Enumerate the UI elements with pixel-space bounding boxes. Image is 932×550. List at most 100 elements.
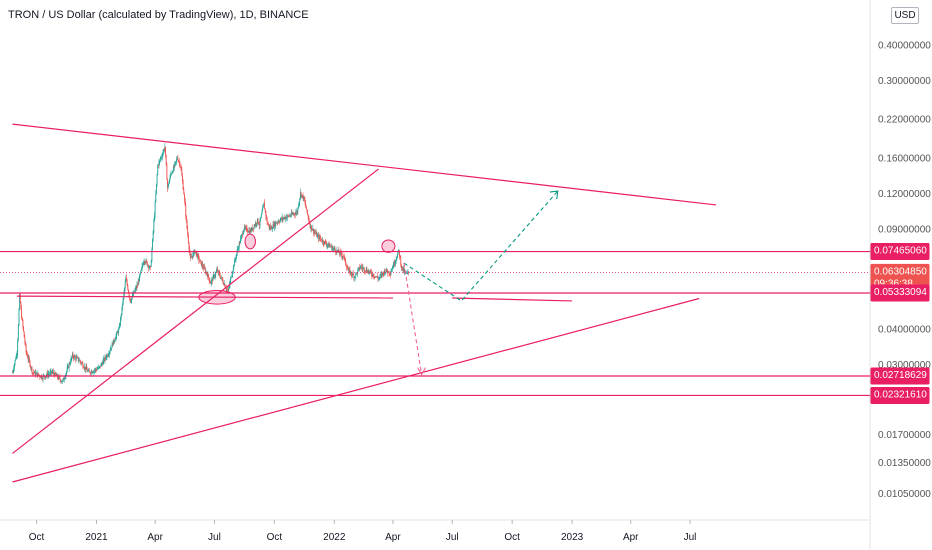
candle-body xyxy=(301,194,303,196)
price-axis-tick-label: 0.09000000 xyxy=(878,225,931,236)
candle-body xyxy=(91,371,93,373)
candle-body xyxy=(275,222,277,224)
candle-body xyxy=(115,335,117,340)
candle-body xyxy=(239,242,241,244)
trend-line[interactable] xyxy=(17,295,393,299)
candle-body xyxy=(303,196,305,199)
candle-body xyxy=(248,230,250,233)
candle-body xyxy=(114,339,116,341)
candle-body xyxy=(217,269,219,273)
time-axis-tick-label: Jul xyxy=(446,532,459,543)
candle-body xyxy=(250,230,252,232)
candle-body xyxy=(300,192,302,197)
currency-button[interactable]: USD xyxy=(891,7,919,24)
candle-body xyxy=(176,158,178,161)
candle-body xyxy=(166,165,168,180)
candle-body xyxy=(404,271,406,273)
candle-body xyxy=(258,224,260,226)
candle-body xyxy=(176,158,178,160)
highlight-ellipse[interactable] xyxy=(381,239,396,253)
candle-body xyxy=(62,380,64,382)
time-axis-tick-label: 2021 xyxy=(85,532,108,543)
candle-body xyxy=(270,226,271,230)
candle-body xyxy=(292,213,294,215)
candle-body xyxy=(290,215,292,217)
trend-line[interactable] xyxy=(12,168,379,454)
candle-body xyxy=(388,271,390,274)
candle-body xyxy=(374,276,376,278)
candle-body xyxy=(384,270,386,273)
candle-body xyxy=(247,231,249,233)
candle-body xyxy=(49,373,51,375)
candle-body xyxy=(299,192,301,199)
candle-body xyxy=(53,371,54,374)
candle-body xyxy=(97,368,99,370)
candle-body xyxy=(330,246,332,248)
candle-body xyxy=(84,366,86,369)
candle-body xyxy=(190,256,192,258)
candle-body xyxy=(14,360,16,365)
candle-body xyxy=(88,370,90,372)
candle-body xyxy=(272,224,274,229)
candle-body xyxy=(44,376,46,378)
candle-body xyxy=(367,271,368,273)
candle-body xyxy=(142,263,144,265)
projection-up-path[interactable] xyxy=(403,190,559,302)
candle-body xyxy=(297,207,299,213)
candle-body xyxy=(265,211,267,217)
candle-body xyxy=(401,266,403,268)
candle-body xyxy=(69,362,71,364)
candle-body xyxy=(110,348,112,351)
candle-body xyxy=(315,232,317,234)
candle-body xyxy=(142,264,144,266)
time-axis-tick-label: 2022 xyxy=(323,532,346,543)
highlight-ellipse[interactable] xyxy=(198,290,236,305)
candle-body xyxy=(101,363,103,365)
candle-body xyxy=(30,367,32,369)
candle-body xyxy=(354,276,356,278)
candle-body xyxy=(107,354,109,357)
candle-body xyxy=(64,376,66,378)
candle-body xyxy=(326,244,328,246)
trend-line[interactable] xyxy=(12,297,700,483)
candle-body xyxy=(210,280,212,284)
candle-body xyxy=(131,297,133,302)
candle-body xyxy=(120,314,122,318)
trend-line[interactable] xyxy=(12,123,717,206)
candle-body xyxy=(228,287,230,291)
candle-body xyxy=(92,372,94,373)
candle-body xyxy=(34,371,36,374)
candle-body xyxy=(103,358,105,361)
candle-body xyxy=(270,227,272,230)
candle-body xyxy=(22,320,24,327)
candle-body xyxy=(234,259,236,267)
candle-body xyxy=(150,261,152,267)
candle-body xyxy=(139,273,141,276)
trend-line[interactable] xyxy=(452,297,573,302)
candle-body xyxy=(88,370,90,372)
candle-body xyxy=(348,269,350,271)
candle-body xyxy=(185,216,187,221)
highlight-ellipse[interactable] xyxy=(244,233,256,250)
candle-body xyxy=(181,170,183,176)
candle-body xyxy=(127,289,129,293)
candle-body xyxy=(264,202,266,209)
candle-body xyxy=(21,318,23,321)
candle-body xyxy=(386,269,388,272)
candle-body xyxy=(135,287,137,291)
candle-body xyxy=(53,373,55,377)
candle-body xyxy=(141,268,142,271)
candle-body xyxy=(262,207,264,212)
candle-body xyxy=(212,278,213,281)
projection-down-path[interactable] xyxy=(403,263,423,375)
candle-body xyxy=(256,223,258,225)
candle-body xyxy=(373,276,375,278)
candle-body xyxy=(281,218,282,220)
candle-body xyxy=(189,253,191,258)
candle-body xyxy=(245,227,247,229)
candle-body xyxy=(280,218,282,220)
candle-body xyxy=(109,350,111,352)
candle-body xyxy=(316,235,318,237)
candle-body xyxy=(395,259,397,261)
